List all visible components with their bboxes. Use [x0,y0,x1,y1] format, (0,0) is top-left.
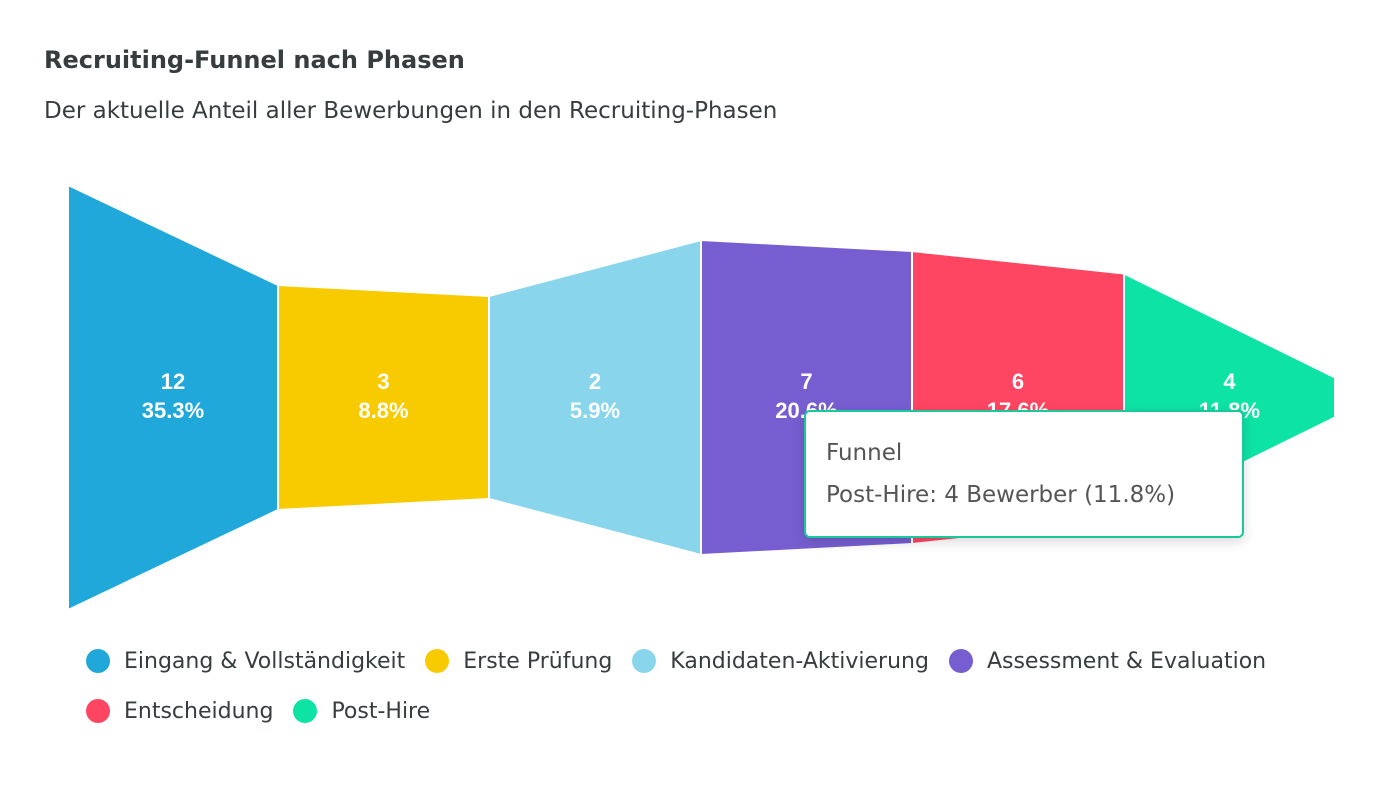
segment-value-label: 12 [161,369,185,394]
segment-value-label: 3 [377,369,389,394]
legend-label: Kandidaten-Aktivierung [670,648,929,674]
legend: Eingang & Vollständigkeit Erste Prüfung Ka… [86,636,1386,736]
legend-item[interactable]: Kandidaten-Aktivierung [632,636,929,686]
segment-percent-label: 8.8% [358,398,408,423]
segment-value-label: 7 [800,369,812,394]
chart-subtitle: Der aktuelle Anteil aller Bewerbungen in… [44,98,778,124]
legend-item[interactable]: Entscheidung [86,686,273,736]
legend-marker-icon [948,649,973,673]
legend-marker-icon [425,649,450,673]
legend-label: Assessment & Evaluation [986,648,1267,674]
legend-label: Erste Prüfung [463,648,613,674]
tooltip-title: Funnel [826,440,903,466]
legend-item[interactable]: Eingang & Vollständigkeit [86,636,405,686]
legend-marker-icon [293,699,318,723]
segment-value-label: 2 [589,369,601,394]
tooltip: Funnel Post-Hire: 4 Bewerber (11.8%) [804,410,1244,538]
legend-label: Post-Hire [331,698,431,724]
legend-marker-icon [632,649,657,673]
legend-label: Eingang & Vollständigkeit [124,648,406,674]
legend-item[interactable]: Post-Hire [293,686,430,736]
chart-title: Recruiting-Funnel nach Phasen [44,46,465,74]
legend-label: Entscheidung [124,698,274,724]
segment-percent-label: 5.9% [570,398,620,423]
segment-percent-label: 35.3% [142,398,204,423]
legend-item[interactable]: Erste Prüfung [425,636,612,686]
legend-marker-icon [86,699,110,723]
tooltip-text: Post-Hire: 4 Bewerber (11.8%) [826,482,1176,508]
segment-value-label: 4 [1223,369,1236,394]
legend-item[interactable]: Assessment & Evaluation [948,636,1267,686]
legend-marker-icon [86,649,110,673]
segment-value-label: 6 [1012,369,1024,394]
